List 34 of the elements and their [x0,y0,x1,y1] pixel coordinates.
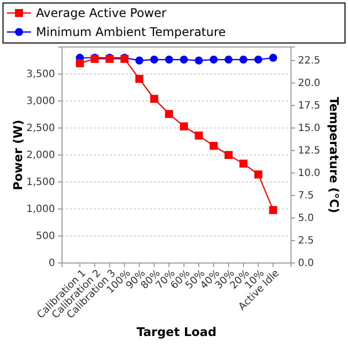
y2-tick-label: 15.0 [298,123,320,134]
point [224,151,233,159]
point [210,142,218,150]
y2-tick-label: 5.0 [298,213,314,224]
y2-tick-label: 12.5 [298,146,320,157]
point [135,74,144,83]
y2-tick-label: 0.0 [298,258,314,270]
y-axis-title: Power (W) [11,120,25,190]
point [165,110,174,118]
y-tick-label: 1,000 [26,204,55,216]
y-tick-label: 500 [36,231,55,242]
y2-axis-title: Temperature (°C) [327,96,341,214]
y2-tick-label: 7.5 [298,190,314,202]
y-tick-label: 2,000 [26,150,55,162]
point [239,160,248,168]
point [150,94,158,103]
point [180,122,188,130]
legend-label: Minimum Ambient Temperature [36,25,226,39]
y-tick-label: 1,500 [26,177,55,188]
point [194,132,203,140]
legend-label: Average Active Power [36,6,166,20]
point [254,170,262,178]
y2-tick-label: 20.0 [298,78,320,90]
y2-tick-label: 10.0 [298,168,320,180]
y-tick-label: 0 [48,258,55,270]
y2-tick-label: 22.5 [298,56,320,67]
y-tick-label: 3,000 [26,96,55,108]
y2-tick-label: 17.5 [298,100,320,112]
point [76,59,84,68]
y-tick-label: 3,500 [26,69,55,80]
y2-tick-label: 2.5 [298,236,314,247]
y-tick-label: 2,500 [26,123,55,134]
point [269,206,278,214]
x-axis-title: Target Load [136,325,216,339]
